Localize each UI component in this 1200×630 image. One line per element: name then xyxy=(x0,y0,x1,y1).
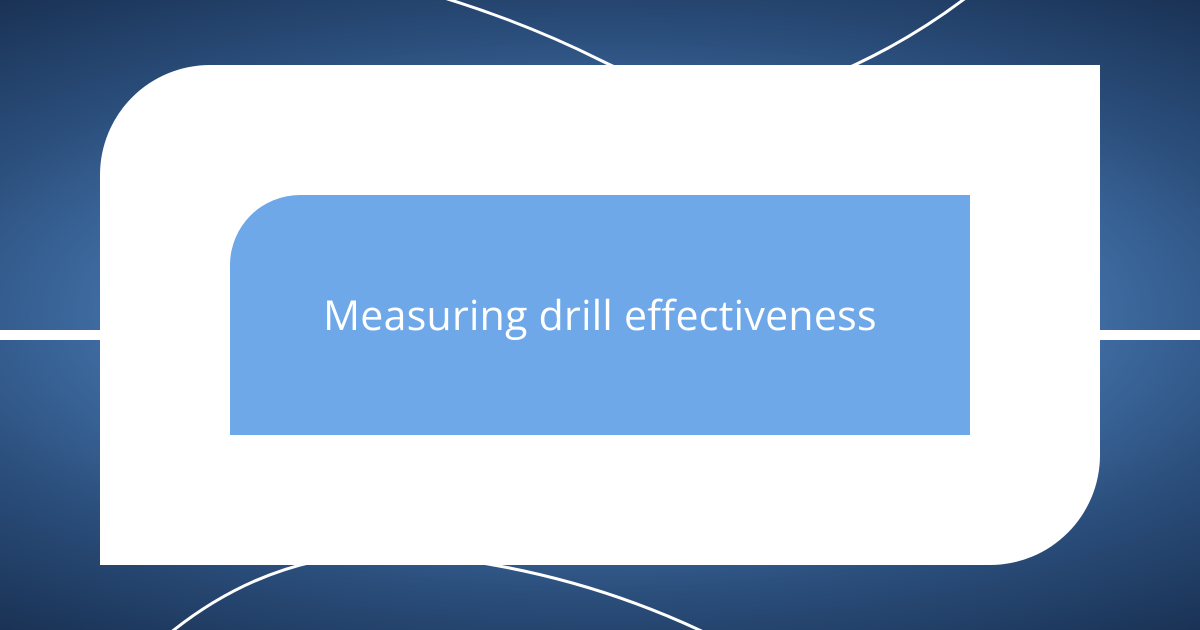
title-text: Measuring drill effectiveness xyxy=(323,287,877,343)
inner-blue-panel: Measuring drill effectiveness xyxy=(230,195,970,435)
